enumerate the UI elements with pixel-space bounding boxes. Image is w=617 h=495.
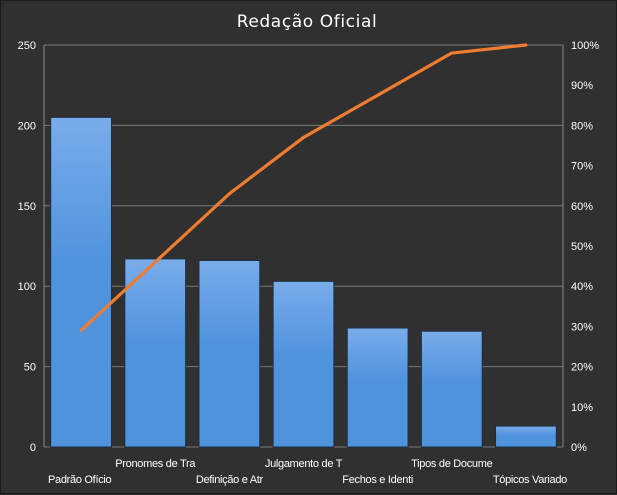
y-tick-label: 200 [18, 120, 36, 132]
y2-tick-label: 40% [571, 281, 593, 293]
bar [421, 331, 482, 447]
y-tick-label: 250 [18, 40, 36, 52]
y2-tick-label: 90% [571, 80, 593, 92]
y2-tick-label: 70% [571, 161, 593, 173]
x-category-label: Definição e Atr [196, 474, 264, 486]
y2-tick-label: 100% [571, 40, 599, 52]
bar [199, 260, 260, 447]
bar [51, 117, 112, 447]
y2-tick-label: 30% [571, 321, 593, 333]
x-category-label: Fechos e Identi [342, 474, 413, 486]
bars [51, 117, 557, 447]
y-tick-label: 0 [30, 442, 36, 454]
bar [496, 426, 557, 447]
y2-tick-label: 50% [571, 241, 593, 253]
y-tick-label: 150 [18, 201, 36, 213]
bar [273, 281, 334, 447]
y-axis-left: 0 50 100 150 200 250 [18, 40, 36, 454]
y-tick-label: 50 [24, 362, 36, 374]
chart-title: Redação Oficial [237, 12, 378, 32]
bar [347, 328, 408, 447]
bar [125, 259, 186, 447]
x-category-label: Tipos de Docume [411, 458, 492, 470]
x-category-label: Julgamento de T [265, 458, 343, 470]
y2-tick-label: 80% [571, 120, 593, 132]
x-category-label: Padrão Ofício [48, 474, 112, 486]
y2-tick-label: 10% [571, 402, 593, 414]
y-axis-right: 0% 10% 20% 30% 40% 50% 60% 70% 80% 90% 100% [571, 40, 599, 454]
y2-tick-label: 60% [571, 201, 593, 213]
x-category-label: Pronomes de Tra [115, 458, 196, 470]
y2-tick-label: 0% [571, 442, 587, 454]
y-tick-label: 100 [18, 281, 36, 293]
y2-tick-label: 20% [571, 362, 593, 374]
x-category-label: Tópicos Variado [493, 474, 567, 486]
